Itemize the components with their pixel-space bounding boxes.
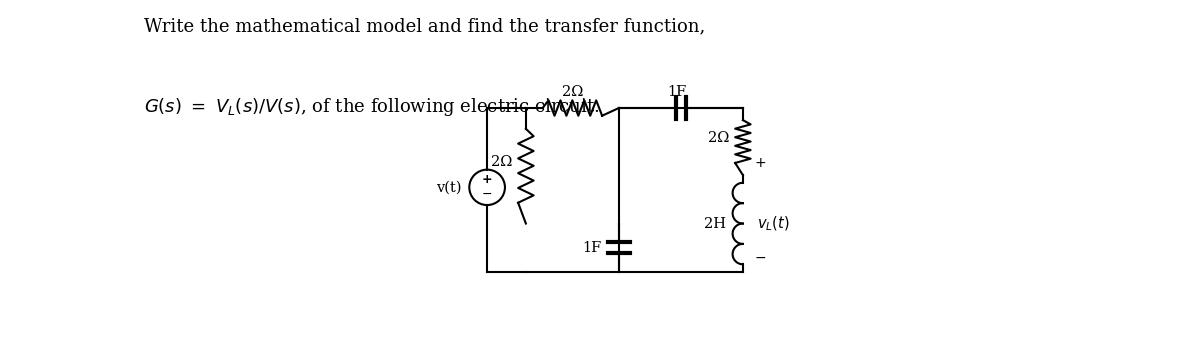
Text: $v_L(t)$: $v_L(t)$ xyxy=(757,214,790,233)
Text: 2Ω: 2Ω xyxy=(562,85,583,99)
Text: 2Ω: 2Ω xyxy=(491,155,512,169)
Text: −: − xyxy=(755,251,766,265)
Text: 2H: 2H xyxy=(704,216,726,231)
Text: v(t): v(t) xyxy=(436,180,462,194)
Text: $G(s)\ =\ V_L(s)/V(s)$, of the following electric circuit.: $G(s)\ =\ V_L(s)/V(s)$, of the following… xyxy=(144,96,600,118)
Text: 1F: 1F xyxy=(582,241,602,255)
Text: +: + xyxy=(755,157,766,170)
Text: Write the mathematical model and find the transfer function,: Write the mathematical model and find th… xyxy=(144,17,706,35)
Text: −: − xyxy=(482,188,492,201)
Text: 1F: 1F xyxy=(667,85,686,99)
Text: +: + xyxy=(482,173,492,186)
Text: 2Ω: 2Ω xyxy=(708,131,728,145)
